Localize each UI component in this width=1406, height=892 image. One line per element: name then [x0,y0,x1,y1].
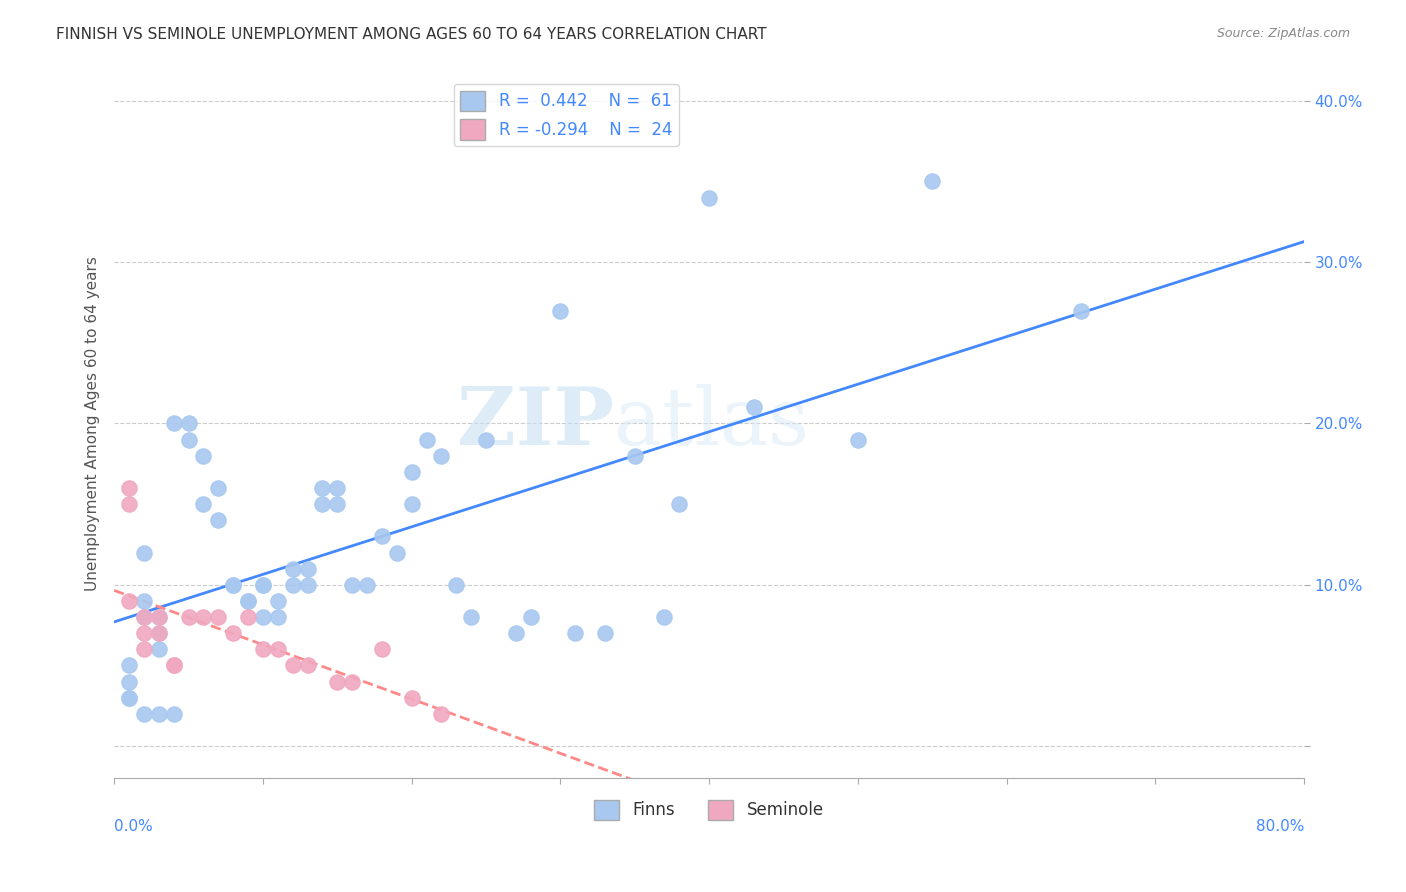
Point [148,610,170,624]
Point [252,610,274,624]
Point [236,594,259,608]
Point [132,545,155,559]
Point [593,626,616,640]
Point [222,578,245,592]
Point [118,497,141,511]
Point [385,545,408,559]
Text: ZIP: ZIP [457,384,614,462]
Point [118,481,141,495]
Point [921,174,943,188]
Point [118,674,141,689]
Point [326,497,349,511]
Point [132,610,155,624]
Text: 0.0%: 0.0% [114,819,153,834]
Point [371,642,394,657]
Point [148,642,170,657]
Point [326,674,349,689]
Text: FINNISH VS SEMINOLE UNEMPLOYMENT AMONG AGES 60 TO 64 YEARS CORRELATION CHART: FINNISH VS SEMINOLE UNEMPLOYMENT AMONG A… [56,27,766,42]
Point [519,610,541,624]
Point [163,706,186,721]
Point [132,610,155,624]
Point [163,417,186,431]
Point [163,658,186,673]
Point [697,191,720,205]
Point [311,497,333,511]
Point [311,481,333,495]
Point [132,626,155,640]
Point [742,401,765,415]
Point [132,642,155,657]
Point [252,642,274,657]
Point [252,578,274,592]
Point [297,578,319,592]
Point [118,658,141,673]
Point [401,497,423,511]
Point [371,529,394,543]
Point [446,578,468,592]
Point [118,690,141,705]
Point [207,610,229,624]
Point [267,642,290,657]
Point [550,303,572,318]
Point [177,433,200,447]
Point [148,706,170,721]
Point [267,594,290,608]
Point [297,658,319,673]
Point [654,610,676,624]
Point [193,610,215,624]
Point [623,449,645,463]
Point [267,610,290,624]
Point [415,433,437,447]
Point [148,610,170,624]
Point [1070,303,1092,318]
Text: atlas: atlas [614,384,808,462]
Point [668,497,690,511]
Point [356,578,378,592]
Text: Source: ZipAtlas.com: Source: ZipAtlas.com [1216,27,1350,40]
Point [222,578,245,592]
Point [148,626,170,640]
Point [430,449,453,463]
Text: 80.0%: 80.0% [1256,819,1303,834]
Point [148,626,170,640]
Point [236,610,259,624]
Point [132,594,155,608]
Point [475,433,498,447]
Point [564,626,586,640]
Y-axis label: Unemployment Among Ages 60 to 64 years: Unemployment Among Ages 60 to 64 years [86,256,100,591]
Point [846,433,869,447]
Point [118,594,141,608]
Point [207,513,229,527]
Point [281,658,304,673]
Point [236,594,259,608]
Point [193,449,215,463]
Point [326,481,349,495]
Point [340,674,363,689]
Point [281,561,304,575]
Point [401,465,423,479]
Point [401,690,423,705]
Point [505,626,527,640]
Point [193,497,215,511]
Point [163,658,186,673]
Point [118,690,141,705]
Point [177,417,200,431]
Point [340,578,363,592]
Point [297,561,319,575]
Point [281,578,304,592]
Point [252,578,274,592]
Point [207,481,229,495]
Point [460,610,482,624]
Legend: Finns, Seminole: Finns, Seminole [588,793,831,827]
Point [132,706,155,721]
Point [177,610,200,624]
Point [222,626,245,640]
Point [430,706,453,721]
